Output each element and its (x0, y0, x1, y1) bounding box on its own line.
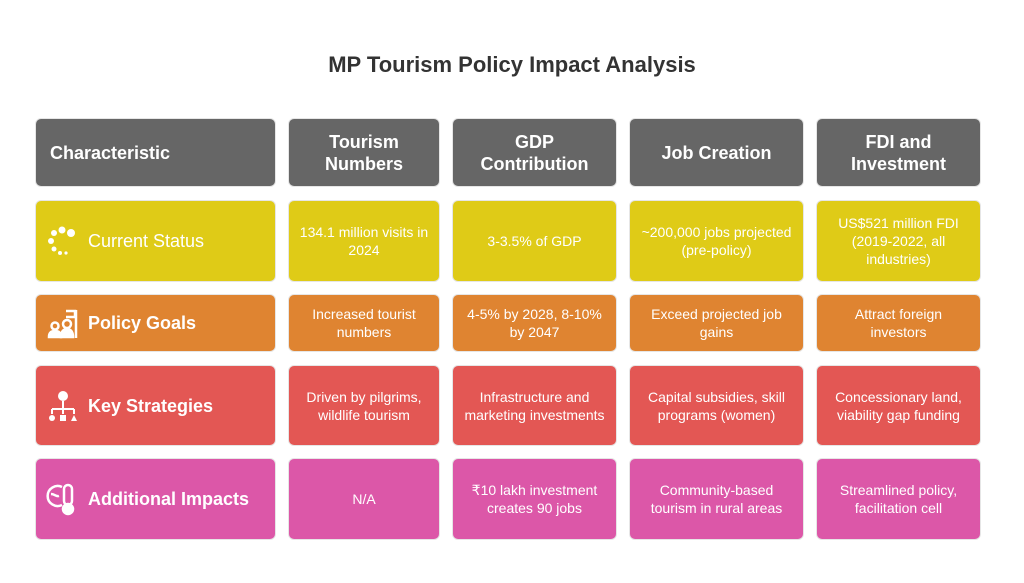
table-cell: Capital subsidies, skill programs (women… (630, 366, 803, 445)
header-job-creation: Job Creation (630, 119, 803, 186)
table-cell: 3-3.5% of GDP (453, 201, 616, 281)
header-tourism-numbers: Tourism Numbers (289, 119, 439, 186)
table-cell: US$521 million FDI (2019-2022, all indus… (817, 201, 980, 281)
header-gdp-contribution: GDP Contribution (453, 119, 616, 186)
globe-thermometer-icon (46, 483, 75, 516)
table-cell: Concessionary land, viability gap fundin… (817, 366, 980, 445)
row-label-text: Additional Impacts (88, 489, 250, 509)
row-label-text: Current Status (88, 231, 205, 251)
table-cell: 4-5% by 2028, 8-10% by 2047 (453, 295, 616, 351)
row-label-key-strategies: Key Strategies (36, 366, 275, 445)
table-cell: Community-based tourism in rural areas (630, 459, 803, 539)
table-cell: 134.1 million visits in 2024 (289, 201, 439, 281)
row-label-current-status: Current Status (36, 201, 275, 281)
row-label-additional-impacts: Additional Impacts (36, 459, 275, 539)
table-cell: Streamlined policy, facilitation cell (817, 459, 980, 539)
row-label-text: Key Strategies (88, 395, 214, 416)
header-characteristic: Characteristic (36, 119, 275, 186)
table-cell: Exceed projected job gains (630, 295, 803, 351)
row-label-policy-goals: Policy Goals (36, 295, 275, 351)
header-fdi-investment: FDI and Investment (817, 119, 980, 186)
table-cell: Infrastructure and marketing investments (453, 366, 616, 445)
loading-dots-icon (48, 226, 75, 255)
table-cell: N/A (289, 459, 439, 539)
row-label-text: Policy Goals (88, 313, 197, 333)
idea-hierarchy-icon (49, 390, 77, 421)
table-cell: Attract foreign investors (817, 295, 980, 351)
table-cell: Driven by pilgrims, wildlife tourism (289, 366, 439, 445)
page-title: MP Tourism Policy Impact Analysis (328, 52, 696, 77)
table-cell: ₹10 lakh investment creates 90 jobs (453, 459, 616, 539)
table-cell: ~200,000 jobs projected (pre-policy) (630, 201, 803, 281)
people-flag-icon (47, 309, 78, 339)
table-cell: Increased tourist numbers (289, 295, 439, 351)
